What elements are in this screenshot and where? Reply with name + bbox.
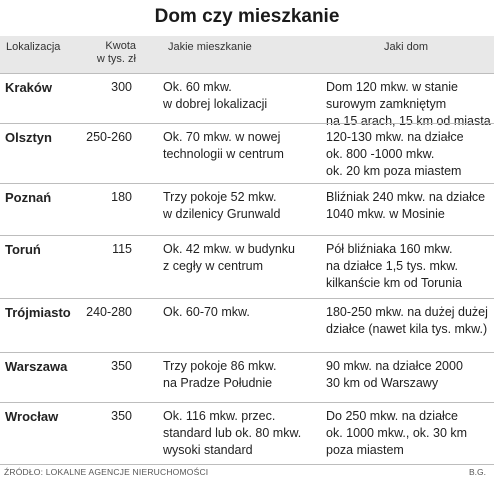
- house-line: 90 mkw. na działce 2000: [326, 359, 463, 373]
- house-line: Dom 120 mkw. w stanie: [326, 80, 458, 94]
- flat-description: Ok. 70 mkw. w nowej technologii w centrum: [163, 129, 323, 163]
- flat-description: Ok. 60-70 mkw.: [163, 304, 323, 321]
- house-line: 180-250 mkw. na dużej dużej: [326, 305, 488, 319]
- table-row: Trójmiasto 240-280 Ok. 60-70 mkw. 180-250 m…: [0, 298, 494, 353]
- price-value: 240-280: [86, 305, 132, 319]
- flat-line: Ok. 60-70 mkw.: [163, 305, 250, 319]
- house-line: ok. 20 km poza miastem: [326, 164, 462, 178]
- house-description: 120-130 mkw. na działce ok. 800 -1000 mk…: [326, 129, 494, 180]
- header-flat: Jakie mieszkanie: [168, 41, 252, 53]
- flat-description: Ok. 42 mkw. w budynku z cegły w centrum: [163, 241, 323, 275]
- city-name: Olsztyn: [5, 130, 52, 145]
- flat-line: z cegły w centrum: [163, 259, 264, 273]
- table-bottom-border: [0, 464, 494, 465]
- house-line: 120-130 mkw. na działce: [326, 130, 464, 144]
- house-line: ok. 1000 mkw., ok. 30 km: [326, 426, 468, 440]
- price-value: 180: [111, 190, 132, 204]
- house-line: Bliźniak 240 mkw. na działce: [326, 190, 486, 204]
- house-line: na działce 1,5 tys. mkw.: [326, 259, 459, 273]
- flat-line: Ok. 60 mkw.: [163, 80, 232, 94]
- header-amount-line2: w tys. zł: [96, 53, 136, 65]
- house-description: Bliźniak 240 mkw. na działce 1040 mkw. w…: [326, 189, 494, 223]
- price-value: 300: [111, 80, 132, 94]
- flat-line: Ok. 42 mkw. w budynku: [163, 242, 296, 256]
- house-line: kilkanście km od Torunia: [326, 276, 462, 290]
- price-value: 115: [112, 242, 132, 256]
- house-line: na 15 arach, 15 km od miasta: [326, 114, 491, 128]
- house-line: 30 km od Warszawy: [326, 376, 439, 390]
- flat-line: Ok. 116 mkw. przec.: [163, 409, 276, 423]
- house-description: Dom 120 mkw. w stanie surowym zamkniętym n…: [326, 79, 494, 130]
- flat-line: technologii w centrum: [163, 147, 284, 161]
- flat-description: Ok. 116 mkw. przec. standard lub ok. 80 m…: [163, 408, 323, 459]
- flat-line: w dzilenicy Grunwald: [163, 207, 281, 221]
- header-house: Jaki dom: [384, 41, 429, 53]
- flat-line: Ok. 70 mkw. w nowej: [163, 130, 281, 144]
- city-name: Kraków: [5, 80, 52, 95]
- source-note: ŹRÓDŁO: LOKALNE AGENCJE NIERUCHOMOŚCI: [4, 467, 209, 477]
- house-line: 1040 mkw. w Mosinie: [326, 207, 445, 221]
- table-row: Warszawa 350 Trzy pokoje 86 mkw. na Pradze …: [0, 352, 494, 403]
- table-row: Toruń 115 Ok. 42 mkw. w budynku z cegły w c…: [0, 235, 494, 299]
- flat-description: Ok. 60 mkw. w dobrej lokalizacji: [163, 79, 323, 113]
- table-row: Poznań 180 Trzy pokoje 52 mkw. w dzilenicy …: [0, 183, 494, 236]
- city-name: Poznań: [5, 190, 52, 205]
- page-title: Dom czy mieszkanie: [154, 6, 340, 27]
- house-line: Pół bliźniaka 160 mkw.: [326, 242, 453, 256]
- table-header: Lokalizacja Kwota w tys. zł Jakie mieszk…: [0, 36, 494, 73]
- house-description: Pół bliźniaka 160 mkw. na działce 1,5 tys…: [326, 241, 494, 292]
- house-line: Do 250 mkw. na działce: [326, 409, 459, 423]
- price-value: 250-260: [86, 130, 132, 144]
- author-initials: B.G.: [468, 467, 486, 477]
- header-location: Lokalizacja: [6, 41, 61, 53]
- flat-line: standard lub ok. 80 mkw.: [163, 426, 302, 440]
- house-line: poza miastem: [326, 443, 404, 457]
- price-value: 350: [111, 359, 132, 373]
- table-row: Kraków 300 Ok. 60 mkw. w dobrej lokalizacji…: [0, 73, 494, 128]
- city-name: Warszawa: [5, 359, 68, 374]
- city-name: Toruń: [5, 242, 41, 257]
- flat-description: Trzy pokoje 52 mkw. w dzilenicy Grunwald: [163, 189, 323, 223]
- header-amount-line1: Kwota: [105, 40, 136, 52]
- flat-line: wysoki standard: [163, 443, 253, 457]
- header-amount: Kwota w tys. zł: [84, 40, 136, 66]
- price-value: 350: [111, 409, 132, 423]
- house-description: 90 mkw. na działce 2000 30 km od Warszaw…: [326, 358, 494, 392]
- city-name: Wrocław: [5, 409, 59, 424]
- city-name: Trójmiasto: [5, 305, 71, 320]
- house-line: działce (nawet kila tys. mkw.): [326, 322, 488, 336]
- flat-line: Trzy pokoje 52 mkw.: [163, 190, 277, 204]
- flat-description: Trzy pokoje 86 mkw. na Pradze Południe: [163, 358, 323, 392]
- table-row: Olsztyn 250-260 Ok. 70 mkw. w nowej technol…: [0, 123, 494, 184]
- house-description: Do 250 mkw. na działce ok. 1000 mkw., ok.…: [326, 408, 494, 459]
- footer: ŹRÓDŁO: LOKALNE AGENCJE NIERUCHOMOŚCI B.…: [0, 464, 494, 480]
- house-line: ok. 800 -1000 mkw.: [326, 147, 435, 161]
- house-line: surowym zamkniętym: [326, 97, 447, 111]
- house-description: 180-250 mkw. na dużej dużej działce (nawe…: [326, 304, 494, 338]
- flat-line: Trzy pokoje 86 mkw.: [163, 359, 277, 373]
- flat-line: na Pradze Południe: [163, 376, 273, 390]
- table-row: Wrocław 350 Ok. 116 mkw. przec. standard lu…: [0, 402, 494, 465]
- flat-line: w dobrej lokalizacji: [163, 97, 268, 111]
